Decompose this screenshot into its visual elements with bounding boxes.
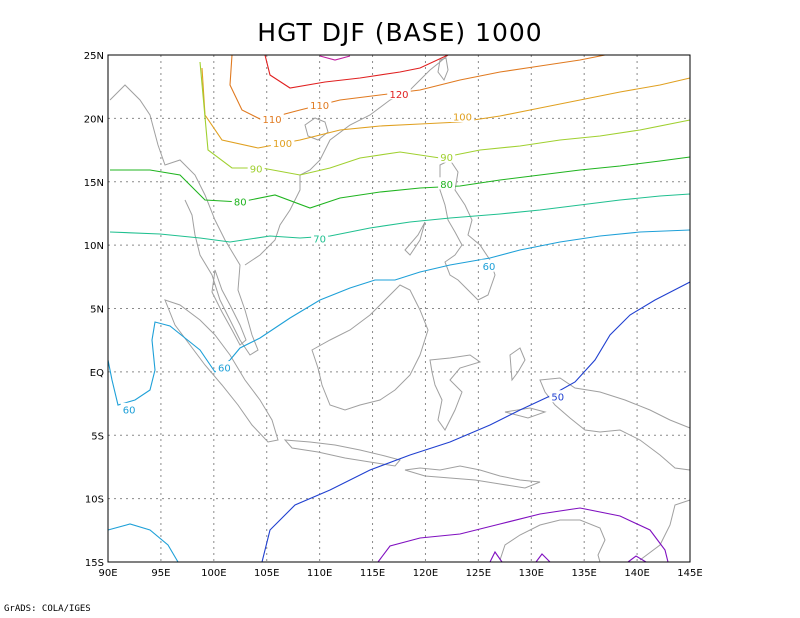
lon-tick-label: 90E <box>98 568 117 579</box>
lat-tick-label: 25N <box>84 51 104 62</box>
contour-line <box>489 550 647 563</box>
credit-text: GrADS: COLA/IGES <box>4 604 91 614</box>
map-frame <box>107 54 691 563</box>
contour-line <box>229 54 606 121</box>
coastline-malay-peninsula <box>211 269 247 346</box>
contour-label-bg <box>480 259 498 272</box>
lon-tick-label: 125E <box>466 568 491 579</box>
contour-line <box>199 61 691 176</box>
coastline-sumatra <box>164 299 279 443</box>
contour-line <box>107 523 179 563</box>
contour-line <box>264 54 449 89</box>
contour-label-bg <box>307 98 332 111</box>
coastline-taiwan <box>437 57 449 82</box>
contour-line <box>229 229 691 361</box>
lat-tick-label: 15S <box>85 558 104 569</box>
coastline-mainland <box>109 54 449 356</box>
map-title: HGT DJF (BASE) 1000 <box>257 18 543 47</box>
coastline-borneo <box>311 284 429 411</box>
contour-label-bg <box>270 136 295 149</box>
contour-line <box>261 281 691 563</box>
coastline-philippines <box>439 159 496 301</box>
lon-tick-label: 100E <box>201 568 226 579</box>
grid-lines <box>108 55 690 562</box>
contour-label: 60 <box>483 262 496 273</box>
lon-tick-label: 120E <box>413 568 438 579</box>
contour-label-bg <box>438 177 456 190</box>
lat-tick-label: 5S <box>91 431 104 442</box>
contour-line <box>377 507 669 563</box>
lat-tick-label: 10N <box>84 241 104 252</box>
contour-label: 60 <box>218 364 231 375</box>
coastlines <box>109 54 691 563</box>
contour-label-bg <box>438 150 456 163</box>
axis-ticks: 90E 95E 100E 105E 110E 115E 120E 125E 130E 135E 14… <box>84 51 703 579</box>
contour-label-bg <box>247 162 265 175</box>
coastline-sulawesi <box>429 354 482 431</box>
contour-label: 100 <box>453 113 472 124</box>
height-contours <box>107 54 691 563</box>
coastline-java <box>283 439 401 467</box>
contour-line <box>201 67 691 149</box>
lat-tick-label: 10S <box>85 495 104 506</box>
coastline-hainan <box>304 117 329 141</box>
contour-label: 80 <box>440 180 453 191</box>
contour-label: 80 <box>234 198 247 209</box>
contour-label: 90 <box>250 165 263 176</box>
contour-line <box>109 193 691 243</box>
coastline-australia <box>499 499 691 563</box>
contour-line <box>107 321 231 406</box>
lon-tick-label: 115E <box>360 568 385 579</box>
lon-tick-label: 110E <box>307 568 332 579</box>
lat-tick-label: 5N <box>90 305 104 316</box>
lon-tick-label: 135E <box>571 568 596 579</box>
lon-tick-label: 140E <box>624 568 649 579</box>
coastline-new-guinea <box>539 377 691 471</box>
contour-label: 70 <box>313 234 326 245</box>
lon-tick-label: 145E <box>677 568 702 579</box>
contour-label: 120 <box>389 90 408 101</box>
lat-tick-label: 20N <box>84 114 104 125</box>
contour-label: 50 <box>551 393 564 404</box>
lat-tick-label: 15N <box>84 178 104 189</box>
coastline-seram <box>504 407 547 419</box>
coastline-lesser-sunda <box>404 465 541 489</box>
contour-label-bg <box>387 87 411 100</box>
contour-label-bg <box>120 402 138 415</box>
lon-tick-label: 105E <box>254 568 279 579</box>
contour-label: 60 <box>123 405 136 416</box>
coastline-palawan <box>404 221 426 256</box>
coastline-halmahera <box>509 347 526 382</box>
contour-label-bg <box>231 195 249 208</box>
lon-tick-label: 95E <box>151 568 170 579</box>
contour-line <box>110 156 691 209</box>
contour-label-bg <box>260 112 284 125</box>
contour-label: 90 <box>440 153 453 164</box>
contour-label: 110 <box>262 115 281 126</box>
contour-label-bg <box>311 231 329 244</box>
contour-label: 100 <box>273 139 292 150</box>
contour-label-bg <box>549 390 567 403</box>
contour-line <box>319 55 351 61</box>
lon-tick-label: 130E <box>519 568 544 579</box>
contour-label-bg <box>450 110 475 123</box>
contour-label: 110 <box>310 101 329 112</box>
contour-labels: 120 110 100 90 80 70 60 60 60 50 100 90 80 110 <box>120 87 567 416</box>
lat-tick-label: EQ <box>90 368 104 379</box>
contour-label-bg <box>215 361 233 374</box>
